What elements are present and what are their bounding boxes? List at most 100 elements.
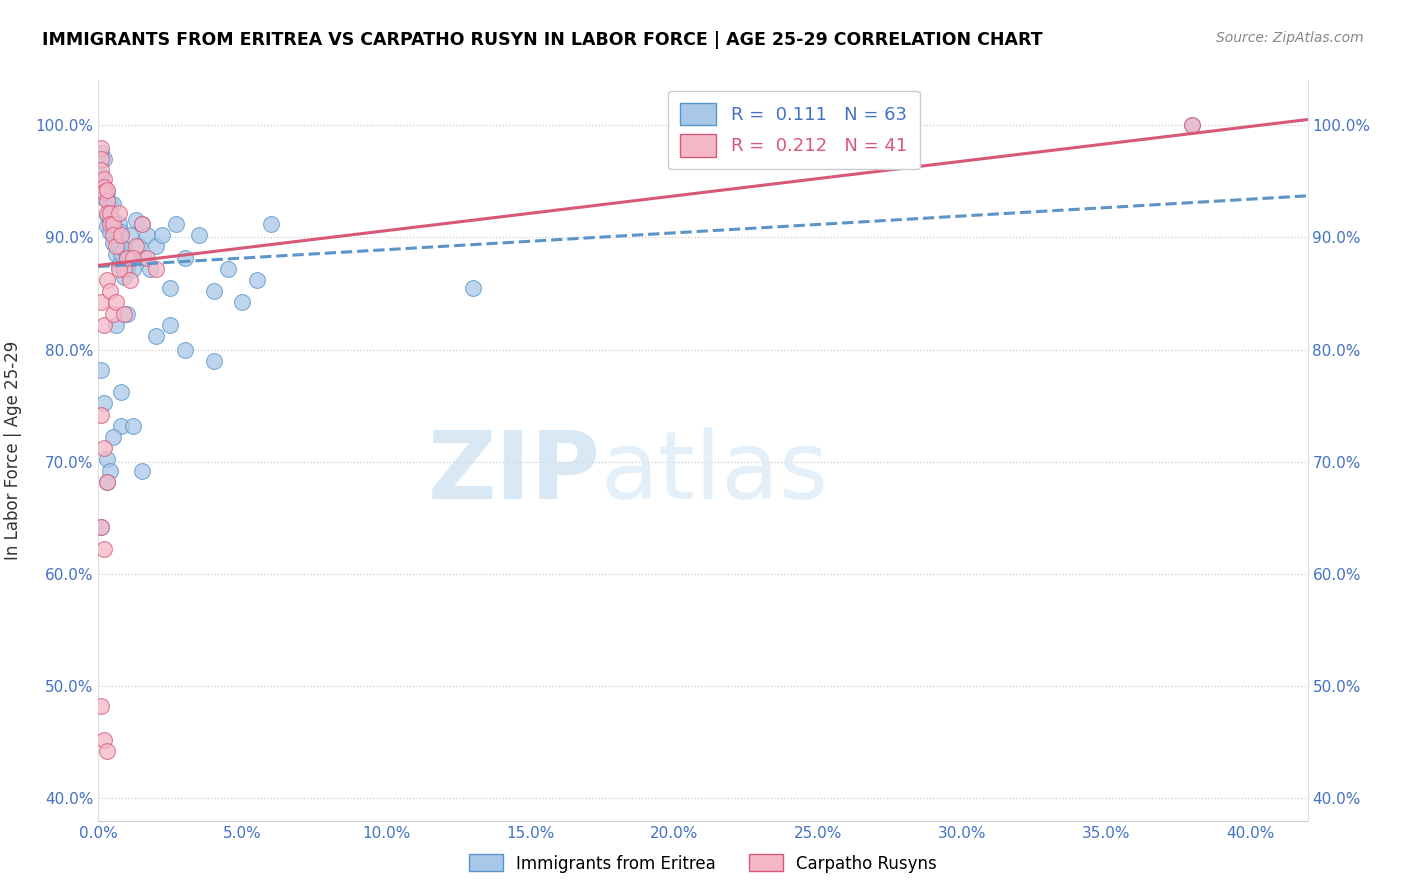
- Point: [231, 295, 253, 310]
- Point: [120, 228, 142, 243]
- Point: [110, 247, 132, 261]
- Point: [104, 247, 127, 261]
- Point: [122, 418, 145, 433]
- Point: [98, 196, 121, 211]
- Point: [115, 307, 138, 321]
- Point: [107, 205, 129, 219]
- Point: [120, 251, 142, 265]
- Point: [139, 261, 162, 276]
- Point: [98, 225, 121, 239]
- Point: [107, 217, 129, 231]
- Point: [96, 208, 118, 222]
- Point: [112, 242, 135, 256]
- Point: [101, 213, 124, 227]
- Point: [145, 239, 167, 253]
- Point: [115, 251, 138, 265]
- Point: [136, 251, 159, 265]
- Point: [112, 307, 135, 321]
- Point: [110, 385, 132, 400]
- Point: [104, 318, 127, 332]
- Point: [122, 261, 145, 276]
- Point: [96, 194, 118, 209]
- Point: [90, 408, 112, 422]
- Point: [101, 235, 124, 250]
- Point: [90, 152, 112, 166]
- Point: [145, 329, 167, 343]
- Point: [101, 228, 124, 243]
- Point: [461, 281, 484, 295]
- Point: [93, 396, 115, 410]
- Point: [125, 213, 148, 227]
- Point: [128, 239, 150, 253]
- Point: [217, 261, 239, 276]
- Point: [93, 152, 115, 166]
- Point: [90, 140, 112, 154]
- Point: [1181, 118, 1204, 132]
- Text: IMMIGRANTS FROM ERITREA VS CARPATHO RUSYN IN LABOR FORCE | AGE 25-29 CORRELATION: IMMIGRANTS FROM ERITREA VS CARPATHO RUSY…: [42, 31, 1043, 49]
- Point: [136, 228, 159, 243]
- Point: [90, 699, 112, 714]
- Point: [98, 284, 121, 298]
- Point: [101, 217, 124, 231]
- Point: [96, 183, 118, 197]
- Point: [107, 259, 129, 273]
- Point: [112, 261, 135, 276]
- Legend: R =  0.111   N = 63, R =  0.212   N = 41: R = 0.111 N = 63, R = 0.212 N = 41: [668, 91, 920, 169]
- Point: [101, 196, 124, 211]
- Point: [104, 239, 127, 253]
- Point: [93, 191, 115, 205]
- Point: [93, 441, 115, 455]
- Point: [165, 217, 187, 231]
- Point: [90, 520, 112, 534]
- Point: [260, 217, 283, 231]
- Point: [107, 261, 129, 276]
- Point: [110, 228, 132, 243]
- Point: [90, 362, 112, 376]
- Point: [1181, 118, 1204, 132]
- Point: [90, 520, 112, 534]
- Point: [145, 261, 167, 276]
- Point: [159, 281, 181, 295]
- Point: [93, 732, 115, 747]
- Point: [104, 225, 127, 239]
- Point: [150, 228, 173, 243]
- Text: atlas: atlas: [600, 426, 828, 518]
- Point: [93, 542, 115, 557]
- Text: ZIP: ZIP: [427, 426, 600, 518]
- Point: [110, 418, 132, 433]
- Point: [115, 251, 138, 265]
- Point: [90, 146, 112, 161]
- Point: [90, 169, 112, 183]
- Point: [96, 219, 118, 233]
- Point: [98, 213, 121, 227]
- Point: [202, 284, 225, 298]
- Point: [120, 273, 142, 287]
- Point: [125, 239, 148, 253]
- Point: [93, 179, 115, 194]
- Point: [90, 163, 112, 178]
- Point: [101, 430, 124, 444]
- Y-axis label: In Labor Force | Age 25-29: In Labor Force | Age 25-29: [4, 341, 21, 560]
- Point: [98, 464, 121, 478]
- Point: [131, 217, 153, 231]
- Point: [122, 251, 145, 265]
- Text: Source: ZipAtlas.com: Source: ZipAtlas.com: [1216, 31, 1364, 45]
- Point: [96, 475, 118, 489]
- Point: [173, 343, 195, 357]
- Point: [159, 318, 181, 332]
- Point: [107, 239, 129, 253]
- Point: [246, 273, 269, 287]
- Point: [188, 228, 211, 243]
- Point: [110, 225, 132, 239]
- Point: [96, 475, 118, 489]
- Point: [104, 295, 127, 310]
- Point: [134, 251, 156, 265]
- Point: [96, 744, 118, 758]
- Legend: Immigrants from Eritrea, Carpatho Rusyns: Immigrants from Eritrea, Carpatho Rusyns: [463, 847, 943, 880]
- Point: [93, 318, 115, 332]
- Point: [93, 186, 115, 200]
- Point: [96, 186, 118, 200]
- Point: [98, 205, 121, 219]
- Point: [173, 251, 195, 265]
- Point: [93, 172, 115, 186]
